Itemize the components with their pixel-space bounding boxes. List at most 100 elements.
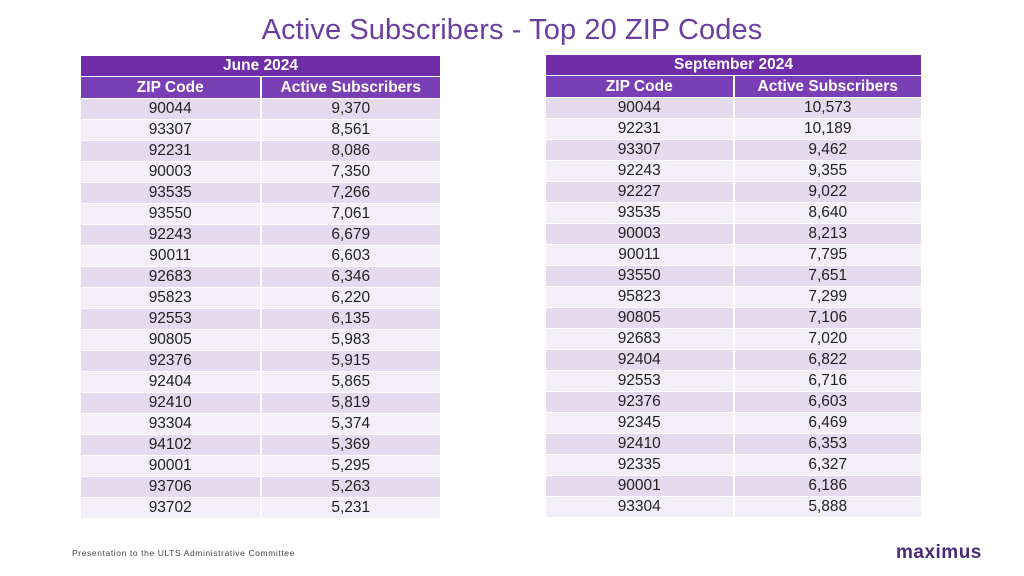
subscriber-count-cell: 6,679 [259, 224, 440, 246]
september-table: September 2024 ZIP Code Active Subscribe… [546, 55, 921, 517]
table-row: 90001 5,295 [81, 455, 440, 477]
june-table: June 2024 ZIP Code Active Subscribers 90… [81, 56, 440, 518]
zip-code-cell: 92553 [81, 308, 261, 330]
zip-code-cell: 90805 [546, 307, 734, 329]
table-row: 90011 7,795 [546, 244, 921, 266]
subscriber-count-cell: 6,135 [259, 308, 440, 330]
zip-code-cell: 92410 [546, 433, 734, 455]
zip-code-cell: 92683 [546, 328, 734, 350]
table-row: 92231 10,189 [546, 118, 921, 140]
subscriber-count-cell: 10,573 [732, 97, 921, 119]
subscriber-count-cell: 6,603 [259, 245, 440, 267]
zip-code-header: ZIP Code [546, 75, 734, 98]
zip-code-cell: 93550 [546, 265, 734, 287]
table-row: 93304 5,374 [81, 413, 440, 435]
table-row: 92335 6,327 [546, 454, 921, 476]
subscriber-count-cell: 5,865 [259, 371, 440, 393]
table-row: 92410 5,819 [81, 392, 440, 414]
subscriber-count-cell: 7,061 [259, 203, 440, 225]
table-row: 92553 6,135 [81, 308, 440, 330]
subscriber-count-cell: 6,346 [259, 266, 440, 288]
period-header: June 2024 [81, 56, 440, 77]
zip-code-cell: 92243 [81, 224, 261, 246]
table-row: 93307 8,561 [81, 119, 440, 141]
table-row: 95823 7,299 [546, 286, 921, 308]
zip-code-cell: 92231 [546, 118, 734, 140]
maximus-logo: maximus [896, 542, 982, 563]
zip-code-cell: 90805 [81, 329, 261, 351]
table-row: 92683 7,020 [546, 328, 921, 350]
subscriber-count-cell: 6,603 [732, 391, 921, 413]
zip-code-cell: 92404 [546, 349, 734, 371]
subscriber-count-cell: 6,327 [732, 454, 921, 476]
zip-code-cell: 93307 [546, 139, 734, 161]
subscriber-count-cell: 6,469 [732, 412, 921, 434]
table-row: 90003 7,350 [81, 161, 440, 183]
table-row: 92404 6,822 [546, 349, 921, 371]
subscriber-count-cell: 5,983 [259, 329, 440, 351]
active-subscribers-header: Active Subscribers [732, 75, 921, 98]
table-row: 93307 9,462 [546, 139, 921, 161]
footer-text: Presentation to the ULTS Administrative … [72, 548, 295, 558]
subscriber-count-cell: 7,350 [259, 161, 440, 183]
zip-code-cell: 92335 [546, 454, 734, 476]
table-row: 90044 10,573 [546, 97, 921, 119]
subscriber-count-cell: 9,370 [259, 98, 440, 120]
zip-code-cell: 90011 [546, 244, 734, 266]
table-row: 92553 6,716 [546, 370, 921, 392]
table-row: 90805 5,983 [81, 329, 440, 351]
table-body: 90044 9,370 93307 8,561 92231 8,086 90003 7,350… [81, 98, 440, 518]
zip-code-cell: 92553 [546, 370, 734, 392]
subscriber-count-cell: 7,020 [732, 328, 921, 350]
zip-code-cell: 92227 [546, 181, 734, 203]
table-row: 94102 5,369 [81, 434, 440, 456]
table-row: 93702 5,231 [81, 497, 440, 518]
table-row: 93550 7,651 [546, 265, 921, 287]
zip-code-cell: 93304 [81, 413, 261, 435]
active-subscribers-header: Active Subscribers [259, 76, 440, 99]
table-row: 92227 9,022 [546, 181, 921, 203]
table-body: 90044 10,573 92231 10,189 93307 9,462 92243 9,3… [546, 97, 921, 517]
subscriber-count-cell: 8,640 [732, 202, 921, 224]
subscriber-count-cell: 9,355 [732, 160, 921, 182]
table-row: 95823 6,220 [81, 287, 440, 309]
zip-code-cell: 95823 [546, 286, 734, 308]
subscriber-count-cell: 9,022 [732, 181, 921, 203]
table-row: 92243 6,679 [81, 224, 440, 246]
subscriber-count-cell: 7,266 [259, 182, 440, 204]
subscriber-count-cell: 6,822 [732, 349, 921, 371]
zip-code-cell: 93307 [81, 119, 261, 141]
subscriber-count-cell: 6,716 [732, 370, 921, 392]
zip-code-cell: 93535 [81, 182, 261, 204]
subscriber-count-cell: 10,189 [732, 118, 921, 140]
table-row: 93535 8,640 [546, 202, 921, 224]
subscriber-count-cell: 7,106 [732, 307, 921, 329]
subscriber-count-cell: 5,819 [259, 392, 440, 414]
page-title: Active Subscribers - Top 20 ZIP Codes [261, 14, 763, 46]
table-row: 92404 5,865 [81, 371, 440, 393]
zip-code-cell: 92404 [81, 371, 261, 393]
zip-code-cell: 92231 [81, 140, 261, 162]
table-row: 93535 7,266 [81, 182, 440, 204]
subscriber-count-cell: 5,888 [732, 496, 921, 517]
subscriber-count-cell: 6,353 [732, 433, 921, 455]
subscriber-count-cell: 9,462 [732, 139, 921, 161]
zip-code-cell: 90003 [81, 161, 261, 183]
table-row: 92231 8,086 [81, 140, 440, 162]
subscriber-count-cell: 7,299 [732, 286, 921, 308]
zip-code-cell: 93535 [546, 202, 734, 224]
subscriber-count-cell: 5,915 [259, 350, 440, 372]
table-row: 92376 5,915 [81, 350, 440, 372]
table-row: 92243 9,355 [546, 160, 921, 182]
subscriber-count-cell: 5,295 [259, 455, 440, 477]
table-row: 93550 7,061 [81, 203, 440, 225]
table-row: 93706 5,263 [81, 476, 440, 498]
subscriber-count-cell: 5,369 [259, 434, 440, 456]
zip-code-cell: 92243 [546, 160, 734, 182]
table-row: 93304 5,888 [546, 496, 921, 517]
zip-code-header: ZIP Code [81, 76, 261, 99]
subscriber-count-cell: 8,086 [259, 140, 440, 162]
zip-code-cell: 92683 [81, 266, 261, 288]
zip-code-cell: 93702 [81, 497, 261, 518]
subscriber-count-cell: 6,220 [259, 287, 440, 309]
